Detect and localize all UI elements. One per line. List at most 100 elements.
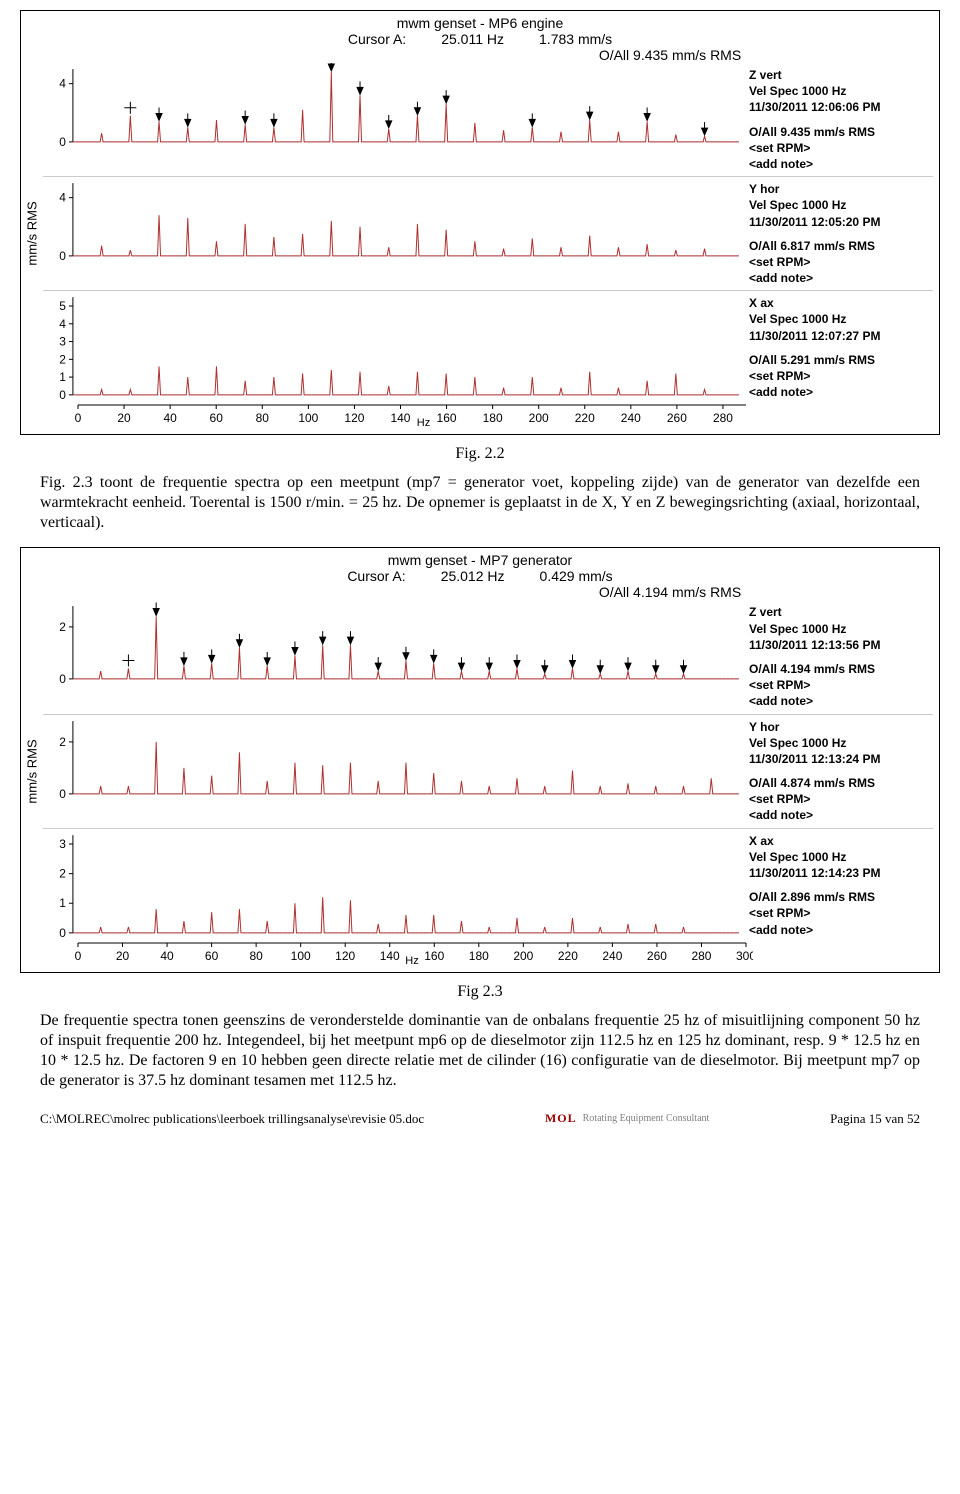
- panel-name: X ax: [749, 833, 929, 849]
- chart2-cursor-row: Cursor A: 25.012 Hz 0.429 mm/s: [21, 568, 939, 584]
- panel-spec: Vel Spec 1000 Hz: [749, 735, 929, 751]
- chart2-oall: O/All 4.194 mm/s RMS: [21, 584, 939, 600]
- panel-meta: Y horVel Spec 1000 Hz11/30/2011 12:13:24…: [741, 715, 933, 828]
- svg-text:240: 240: [621, 411, 641, 425]
- svg-text:260: 260: [667, 411, 687, 425]
- spectrum-plot: 04: [43, 63, 741, 176]
- chart1-panels: 04Z vertVel Spec 1000 Hz11/30/2011 12:06…: [43, 63, 939, 404]
- svg-text:280: 280: [691, 949, 711, 963]
- spectrum-plot: 02: [43, 715, 741, 828]
- svg-text:120: 120: [344, 411, 364, 425]
- svg-text:0: 0: [75, 949, 82, 963]
- panel-oall: O/All 6.817 mm/s RMS: [749, 238, 929, 254]
- panel-ts: 11/30/2011 12:05:20 PM: [749, 214, 929, 230]
- paragraph-2: De frequentie spectra tonen geenszins de…: [40, 1011, 920, 1091]
- svg-text:1: 1: [59, 896, 66, 910]
- panel-ts: 11/30/2011 12:07:27 PM: [749, 328, 929, 344]
- chart1-xaxis: 020406080100120140160180200220240260280H…: [43, 404, 939, 434]
- svg-text:200: 200: [529, 411, 549, 425]
- svg-text:2: 2: [59, 620, 66, 634]
- svg-text:140: 140: [390, 411, 410, 425]
- chart1-cursor-row: Cursor A: 25.011 Hz 1.783 mm/s: [21, 31, 939, 47]
- svg-text:0: 0: [59, 672, 66, 685]
- footer-brand-text: Rotating Equipment Consultant: [583, 1113, 710, 1124]
- svg-text:40: 40: [160, 949, 174, 963]
- spectrum-plot: 02: [43, 600, 741, 713]
- chart2-panels: 02Z vertVel Spec 1000 Hz11/30/2011 12:13…: [43, 600, 939, 941]
- panel-meta: X axVel Spec 1000 Hz11/30/2011 12:14:23 …: [741, 829, 933, 942]
- panel-meta: Z vertVel Spec 1000 Hz11/30/2011 12:13:5…: [741, 600, 933, 713]
- panel-meta: Y horVel Spec 1000 Hz11/30/2011 12:05:20…: [741, 177, 933, 290]
- svg-text:5: 5: [59, 299, 66, 313]
- panel-spec: Vel Spec 1000 Hz: [749, 311, 929, 327]
- spectrum-panel: 0 1 2 3 X axVel Spec 1000 Hz11/30/2011 12:14…: [43, 828, 933, 942]
- svg-text:220: 220: [558, 949, 578, 963]
- svg-text:3: 3: [59, 837, 66, 851]
- chart1-ylabel: mm/s RMS: [21, 63, 43, 404]
- svg-text:220: 220: [575, 411, 595, 425]
- chart2-xaxis: 0204060801001201401601802002202402602803…: [43, 942, 939, 972]
- footer-page: Pagina 15 van 52: [830, 1111, 920, 1127]
- panel-spec: Vel Spec 1000 Hz: [749, 849, 929, 865]
- panel-spec: Vel Spec 1000 Hz: [749, 197, 929, 213]
- svg-text:Hz: Hz: [417, 417, 430, 428]
- svg-text:120: 120: [335, 949, 355, 963]
- svg-text:20: 20: [116, 949, 130, 963]
- svg-text:100: 100: [298, 411, 318, 425]
- spectrum-panel: 02Z vertVel Spec 1000 Hz11/30/2011 12:13…: [43, 600, 933, 713]
- svg-text:80: 80: [249, 949, 263, 963]
- svg-text:140: 140: [380, 949, 400, 963]
- svg-text:4: 4: [59, 191, 66, 205]
- chart1-oall: O/All 9.435 mm/s RMS: [21, 47, 939, 63]
- cursor-label: Cursor A:: [347, 568, 405, 584]
- svg-text:2: 2: [59, 866, 66, 880]
- svg-text:0: 0: [59, 249, 66, 262]
- footer-brand: MOL: [545, 1111, 577, 1126]
- svg-text:160: 160: [424, 949, 444, 963]
- panel-ts: 11/30/2011 12:14:23 PM: [749, 865, 929, 881]
- spectrum-panel: 02Y horVel Spec 1000 Hz11/30/2011 12:13:…: [43, 714, 933, 828]
- spectrum-panel: 0 4 Y horVel Spec 1000 Hz11/30/2011 12:05:…: [43, 176, 933, 290]
- svg-text:20: 20: [117, 411, 131, 425]
- paragraph-1: Fig. 2.3 toont de frequentie spectra op …: [40, 473, 920, 533]
- spectrum-plot: 012345: [43, 291, 741, 404]
- svg-text:100: 100: [291, 949, 311, 963]
- panel-rpm: <set RPM>: [749, 905, 929, 921]
- panel-rpm: <set RPM>: [749, 140, 929, 156]
- spectrum-chart-mp7: mwm genset - MP7 generator Cursor A: 25.…: [20, 547, 940, 972]
- panel-ts: 11/30/2011 12:13:56 PM: [749, 637, 929, 653]
- panel-note: <add note>: [749, 270, 929, 286]
- svg-text:0: 0: [75, 411, 82, 425]
- panel-rpm: <set RPM>: [749, 677, 929, 693]
- svg-text:160: 160: [437, 411, 457, 425]
- panel-spec: Vel Spec 1000 Hz: [749, 83, 929, 99]
- panel-oall: O/All 5.291 mm/s RMS: [749, 352, 929, 368]
- svg-text:1: 1: [59, 370, 66, 384]
- chart1-header: mwm genset - MP6 engine Cursor A: 25.011…: [21, 11, 939, 63]
- panel-ts: 11/30/2011 12:13:24 PM: [749, 751, 929, 767]
- panel-note: <add note>: [749, 693, 929, 709]
- svg-text:260: 260: [647, 949, 667, 963]
- svg-text:280: 280: [713, 411, 733, 425]
- svg-text:300: 300: [736, 949, 753, 963]
- svg-text:0: 0: [59, 135, 66, 148]
- panel-name: Y hor: [749, 719, 929, 735]
- panel-meta: X axVel Spec 1000 Hz11/30/2011 12:07:27 …: [741, 291, 933, 404]
- svg-text:200: 200: [513, 949, 533, 963]
- panel-spec: Vel Spec 1000 Hz: [749, 621, 929, 637]
- svg-text:0: 0: [59, 388, 66, 401]
- chart1-title: mwm genset - MP6 engine: [21, 15, 939, 31]
- svg-text:0: 0: [59, 925, 66, 938]
- panel-note: <add note>: [749, 384, 929, 400]
- spectrum-panel: 012345X axVel Spec 1000 Hz11/30/2011 12:…: [43, 290, 933, 404]
- svg-text:80: 80: [256, 411, 270, 425]
- spectrum-panel: 04Z vertVel Spec 1000 Hz11/30/2011 12:06…: [43, 63, 933, 176]
- svg-text:4: 4: [59, 317, 66, 331]
- svg-text:180: 180: [483, 411, 503, 425]
- svg-text:2: 2: [59, 353, 66, 367]
- cursor-hz: 25.011 Hz: [441, 31, 504, 47]
- cursor-label: Cursor A:: [348, 31, 406, 47]
- panel-rpm: <set RPM>: [749, 254, 929, 270]
- chart2-header: mwm genset - MP7 generator Cursor A: 25.…: [21, 548, 939, 600]
- panel-oall: O/All 9.435 mm/s RMS: [749, 124, 929, 140]
